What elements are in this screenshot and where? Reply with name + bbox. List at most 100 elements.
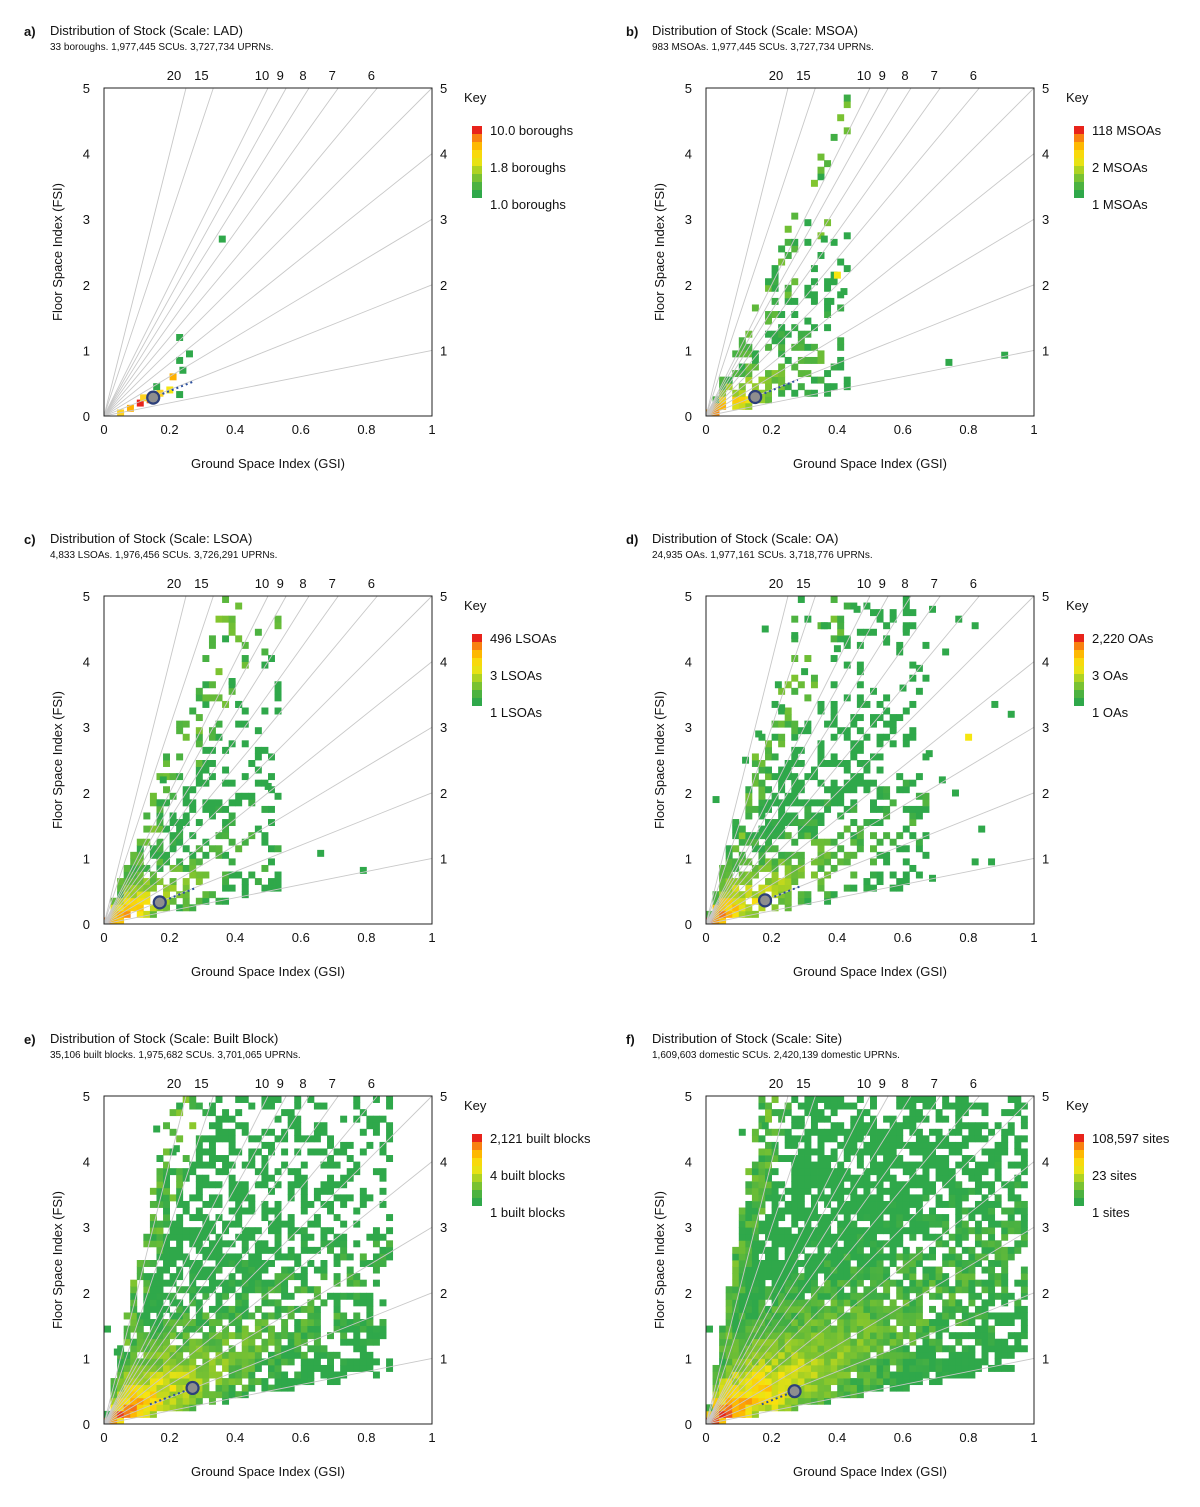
heatmap-cell bbox=[856, 1364, 864, 1372]
heatmap-cell bbox=[784, 1312, 792, 1320]
heatmap-cell bbox=[140, 394, 148, 402]
heatmap-cell bbox=[725, 376, 733, 384]
heatmap-cell bbox=[215, 1181, 223, 1189]
heatmap-cell bbox=[876, 714, 884, 722]
heatmap-cell bbox=[955, 1115, 963, 1123]
heatmap-cell bbox=[784, 1299, 792, 1307]
heatmap-cell bbox=[863, 1187, 871, 1195]
heatmap-cell bbox=[320, 1161, 328, 1169]
heatmap-cell bbox=[935, 1279, 943, 1287]
heatmap-cell bbox=[208, 641, 216, 649]
heatmap-cell bbox=[870, 832, 877, 840]
heatmap-cell bbox=[156, 1404, 164, 1412]
heatmap-cell bbox=[372, 1332, 380, 1340]
heatmap-cell bbox=[968, 1187, 976, 1195]
heatmap-cell bbox=[313, 1286, 321, 1294]
heatmap-cell bbox=[745, 1214, 753, 1222]
heatmap-cell bbox=[745, 1240, 753, 1248]
heatmap-cell bbox=[915, 1260, 923, 1267]
heatmap-cell bbox=[797, 897, 805, 905]
y-axis-label: Floor Space Index (FSI) bbox=[50, 183, 65, 321]
heatmap-cell bbox=[784, 225, 792, 233]
heatmap-cell bbox=[791, 819, 799, 826]
heatmap-cell bbox=[215, 1155, 223, 1162]
heatmap-cell bbox=[856, 1128, 864, 1136]
heatmap-cell bbox=[195, 897, 203, 905]
heatmap-cell bbox=[732, 389, 740, 397]
heatmap-cell bbox=[149, 1384, 157, 1392]
heatmap-cell bbox=[856, 727, 864, 735]
heatmap-cell bbox=[195, 740, 203, 748]
legend-swatch bbox=[472, 142, 482, 150]
heatmap-cell bbox=[896, 1128, 904, 1136]
heatmap-cell bbox=[791, 1378, 799, 1386]
heatmap-cell bbox=[942, 1220, 950, 1228]
heatmap-cell bbox=[215, 845, 223, 853]
heatmap-cell bbox=[340, 1253, 348, 1261]
heatmap-cell bbox=[202, 655, 210, 662]
heatmap-cell bbox=[202, 1214, 210, 1222]
heatmap-cell bbox=[117, 884, 125, 892]
heatmap-cell bbox=[235, 1122, 243, 1130]
heatmap-cell bbox=[268, 1371, 275, 1379]
heatmap-cell bbox=[824, 838, 832, 846]
heatmap-cell bbox=[241, 1351, 249, 1359]
heatmap-cell bbox=[156, 1187, 164, 1195]
heatmap-cell bbox=[143, 1233, 151, 1241]
heatmap-cell bbox=[386, 1122, 394, 1130]
heatmap-cell bbox=[778, 1155, 786, 1162]
heatmap-cell bbox=[810, 1181, 818, 1189]
top-line-label: 15 bbox=[194, 576, 208, 591]
heatmap-cell bbox=[876, 1168, 884, 1176]
heatmap-cell bbox=[294, 1181, 302, 1189]
heatmap-cell bbox=[143, 910, 151, 918]
heatmap-cell bbox=[771, 1404, 779, 1412]
heatmap-cell bbox=[758, 1279, 766, 1287]
heatmap-cell bbox=[843, 1253, 851, 1261]
heatmap-cell bbox=[909, 1332, 917, 1340]
heatmap-cell bbox=[745, 884, 753, 892]
heatmap-cell bbox=[274, 1332, 282, 1340]
heatmap-cell bbox=[241, 792, 249, 800]
heatmap-cell bbox=[254, 1168, 262, 1176]
top-line-label: 8 bbox=[901, 1076, 908, 1091]
heatmap-cell bbox=[824, 1096, 832, 1103]
x-axis-label: Ground Space Index (GSI) bbox=[793, 456, 947, 471]
heatmap-cell bbox=[294, 1325, 302, 1333]
heatmap-cell bbox=[778, 1128, 786, 1136]
heatmap-cell bbox=[810, 389, 818, 397]
heatmap-cell bbox=[961, 1305, 969, 1313]
heatmap-cell bbox=[938, 776, 946, 784]
heatmap-cell bbox=[327, 1240, 334, 1248]
heatmap-cell bbox=[268, 1299, 275, 1307]
heatmap-cell bbox=[784, 832, 792, 840]
heatmap-cell bbox=[123, 1325, 131, 1333]
heatmap-cell bbox=[955, 1279, 963, 1287]
heatmap-cell bbox=[333, 1279, 341, 1287]
heatmap-cell bbox=[359, 1194, 367, 1202]
heatmap-cell bbox=[287, 1266, 295, 1274]
heatmap-cell bbox=[176, 864, 184, 872]
heatmap-cell bbox=[156, 851, 164, 859]
heatmap-cell bbox=[771, 370, 779, 378]
heatmap-cell bbox=[313, 1312, 321, 1320]
plot-frame bbox=[705, 1095, 1035, 1425]
heatmap-cell bbox=[778, 389, 786, 397]
heatmap-cell bbox=[751, 1200, 759, 1208]
heatmap-cell bbox=[182, 733, 190, 741]
heatmap-cell bbox=[366, 1122, 374, 1130]
reference-line-15 bbox=[103, 87, 214, 417]
y-tick-label: 4 bbox=[685, 655, 692, 670]
heatmap-cell bbox=[268, 1351, 275, 1359]
heatmap-cell bbox=[346, 1253, 354, 1261]
heatmap-cell bbox=[287, 1246, 295, 1254]
heatmap-cell bbox=[745, 1312, 753, 1320]
heatmap-cell bbox=[810, 681, 818, 689]
heatmap-cell bbox=[169, 878, 177, 886]
chart-panel-3: d) Distribution of Stock (Scale: OA)24,93… bbox=[626, 531, 1154, 979]
heatmap-cell bbox=[189, 1266, 197, 1274]
heatmap-cell bbox=[340, 1312, 348, 1320]
heatmap-cell bbox=[791, 1292, 799, 1300]
heatmap-cell bbox=[991, 700, 999, 708]
reference-line-6 bbox=[103, 595, 378, 925]
